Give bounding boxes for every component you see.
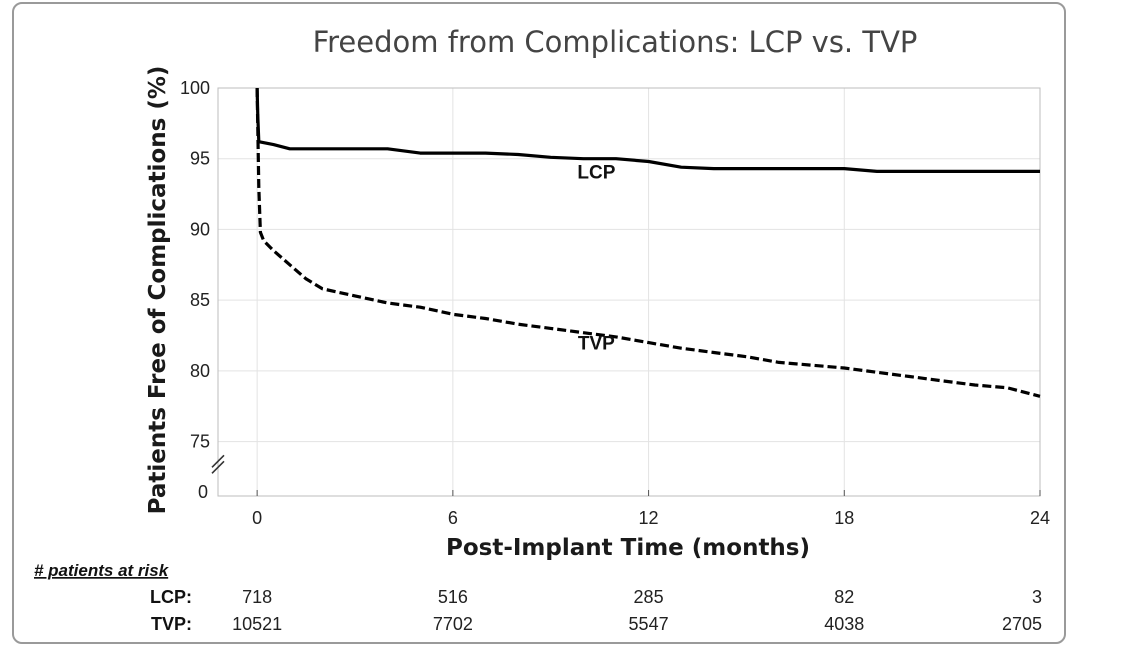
risk-table-heading: # patients at risk (34, 561, 170, 580)
risk-value: 516 (438, 587, 468, 607)
axis-break-mark (211, 460, 225, 474)
axis-break-mark (211, 454, 225, 468)
x-tick-label: 24 (1030, 508, 1050, 528)
risk-value: 2705 (1002, 614, 1042, 634)
y-tick-label: 80 (190, 361, 210, 381)
risk-value: 4038 (824, 614, 864, 634)
y-tick-label: 95 (190, 149, 210, 169)
risk-value: 82 (834, 587, 854, 607)
risk-value: 718 (242, 587, 272, 607)
x-axis-label: Post-Implant Time (months) (446, 535, 810, 561)
risk-table: # patients at risk LCP: 718 516 285 82 3 TVP: 1… (34, 561, 1042, 634)
risk-value: 5547 (629, 614, 669, 634)
risk-value: 7702 (433, 614, 473, 634)
x-tick-label: 0 (252, 508, 262, 528)
axes: 0 6 12 18 24 75 80 85 90 95 100 0 (180, 78, 1050, 528)
y-tick-label: 75 (190, 432, 210, 452)
y-tick-label: 90 (190, 219, 210, 239)
x-tick-label: 6 (448, 508, 458, 528)
series-line-lcp (255, 87, 1040, 173)
risk-value: 3 (1032, 587, 1042, 607)
risk-row-label: LCP: (150, 587, 192, 607)
x-tick-label: 12 (639, 508, 659, 528)
annotation-lcp: LCP (577, 163, 615, 184)
x-tick-label: 18 (834, 508, 854, 528)
y-tick-label: 85 (190, 290, 210, 310)
risk-value: 10521 (232, 614, 282, 634)
y-axis-label: Patients Free of Complications (%) (145, 66, 171, 515)
y-tick-label: 100 (180, 78, 210, 98)
chart-frame (12, 2, 1066, 644)
series-line-tvp (255, 87, 1041, 398)
annotation-tvp: TVP (578, 334, 615, 355)
series-group (255, 87, 1041, 398)
y-break-tick-label: 0 (198, 482, 208, 502)
annotations: LCP TVP (577, 163, 615, 355)
plot-area (217, 87, 1041, 497)
risk-row-label: TVP: (151, 614, 192, 634)
chart-title: Freedom from Complications: LCP vs. TVP (313, 25, 918, 59)
risk-value: 285 (634, 587, 664, 607)
